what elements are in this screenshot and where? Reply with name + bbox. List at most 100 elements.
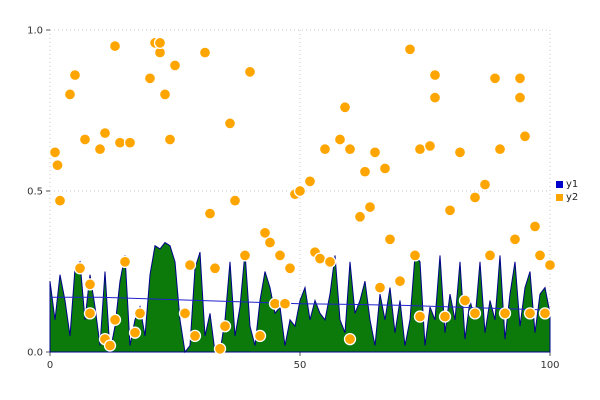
scatter-point-y2	[83, 307, 97, 320]
scatter-point-y2	[168, 59, 182, 72]
scatter-point-y2	[543, 258, 557, 272]
scatter-point-y2	[538, 307, 552, 320]
scatter-point-y2	[163, 133, 177, 146]
scatter-point-y2	[403, 43, 417, 56]
legend-label-y2: y2	[566, 192, 579, 203]
legend-entry-y2: y2	[556, 191, 578, 204]
scatter-point-y2	[293, 184, 307, 198]
x-tick-label: 100	[540, 360, 559, 371]
scatter-point-y2	[343, 142, 357, 156]
scatter-point-y2	[338, 101, 352, 114]
scatter-point-y2	[428, 91, 442, 104]
scatter-point-y2	[523, 307, 537, 320]
scatter-point-y2	[203, 207, 217, 220]
x-tick-label: 50	[294, 360, 307, 371]
scatter-point-y2	[318, 142, 332, 156]
scatter-point-y2	[178, 307, 192, 320]
scatter-point-y2	[208, 262, 222, 275]
scatter-point-y2	[278, 297, 292, 310]
scatter-point-y2	[408, 249, 422, 262]
scatter-point-y2	[483, 249, 497, 262]
scatter-point-y2	[518, 130, 532, 143]
y-tick-label: 0.5	[27, 187, 43, 198]
line-series-y1-line	[50, 296, 551, 311]
scatter-point-y2	[103, 339, 117, 352]
scatter-point-y2	[528, 220, 542, 233]
scatter-point-y2	[258, 226, 272, 240]
legend-entry-y1: y1	[556, 178, 578, 191]
legend-label-y1: y1	[566, 179, 579, 190]
scatter-point-y2	[63, 88, 77, 101]
scatter-point-y2	[143, 72, 157, 85]
scatter-point-y2	[513, 72, 527, 85]
scatter-point-y2	[188, 329, 202, 343]
scatter-point-y2	[423, 139, 437, 153]
y2-swatch-icon	[556, 194, 563, 201]
scatter-point-y2	[363, 200, 377, 214]
scatter-point-y2	[158, 88, 172, 101]
scatter-point-y2	[508, 233, 522, 246]
scatter-point-y2	[51, 159, 64, 172]
scatter-point-y2	[78, 133, 92, 146]
scatter-point-y2	[413, 310, 427, 323]
scatter-point-y2	[153, 36, 167, 50]
scatter-point-y2	[478, 178, 492, 191]
scatter-point-y2	[218, 320, 232, 333]
scatter-point-y2	[358, 165, 372, 178]
scatter-point-y2	[468, 307, 482, 320]
scatter-point-y2	[133, 307, 147, 320]
scatter-point-y2	[413, 142, 427, 156]
scatter-point-y2	[83, 278, 97, 291]
scatter-point-y2	[98, 126, 112, 140]
scatter-point-y2	[213, 342, 227, 355]
scatter-point-y2	[108, 39, 122, 53]
scatter-point-y2	[108, 313, 122, 326]
scatter-point-y2	[113, 136, 127, 149]
scatter-point-y2	[283, 262, 297, 275]
scatter-point-y2	[68, 68, 82, 82]
scatter-point-y2	[198, 46, 212, 59]
scatter-point-y2	[493, 142, 507, 156]
scatter-point-y2	[273, 249, 287, 262]
scatter-point-y2	[438, 310, 452, 323]
scatter-point-y2	[228, 194, 242, 207]
scatter-point-y2	[378, 162, 392, 175]
scatter-point-y2	[453, 146, 467, 159]
scatter-point-y2	[468, 191, 482, 204]
scatter-point-y2	[498, 307, 512, 320]
y-tick-label: 0.0	[27, 348, 43, 359]
scatter-point-y2	[443, 204, 457, 217]
scatter-point-y2	[48, 146, 62, 159]
scatter-point-y2	[123, 136, 137, 149]
scatter-point-y2	[183, 258, 197, 272]
scatter-point-y2	[343, 332, 357, 346]
scatter-point-y2	[393, 275, 407, 288]
scatter-point-y2	[118, 255, 132, 268]
scatter-point-y2	[313, 252, 327, 265]
scatter-point-y2	[368, 146, 382, 159]
scatter-point-y2	[383, 233, 397, 246]
scatter-point-y2	[238, 249, 252, 262]
scatter-point-y2	[253, 329, 267, 343]
scatter-point-y2	[428, 68, 442, 82]
x-tick-label: 0	[47, 360, 53, 371]
scatter-point-y2	[488, 72, 502, 85]
y-tick-label: 1.0	[27, 26, 43, 37]
scatter-point-y2	[353, 210, 367, 223]
scatter-point-y2	[263, 236, 277, 249]
scatter-point-y2	[333, 133, 347, 146]
scatter-point-y2	[73, 262, 87, 275]
scatter-point-y2	[458, 294, 472, 307]
scatter-point-y2	[323, 255, 337, 268]
y1-swatch-icon	[556, 181, 563, 188]
chart-legend: y1 y2	[556, 178, 578, 204]
scatter-point-y2	[93, 142, 107, 156]
scatter-point-y2	[303, 175, 317, 188]
scatter-point-y2	[373, 281, 387, 294]
scatter-point-y2	[533, 249, 547, 262]
scatter-point-y2	[223, 117, 237, 130]
scatter-point-y2	[53, 194, 67, 207]
scatter-point-y2	[513, 91, 527, 104]
